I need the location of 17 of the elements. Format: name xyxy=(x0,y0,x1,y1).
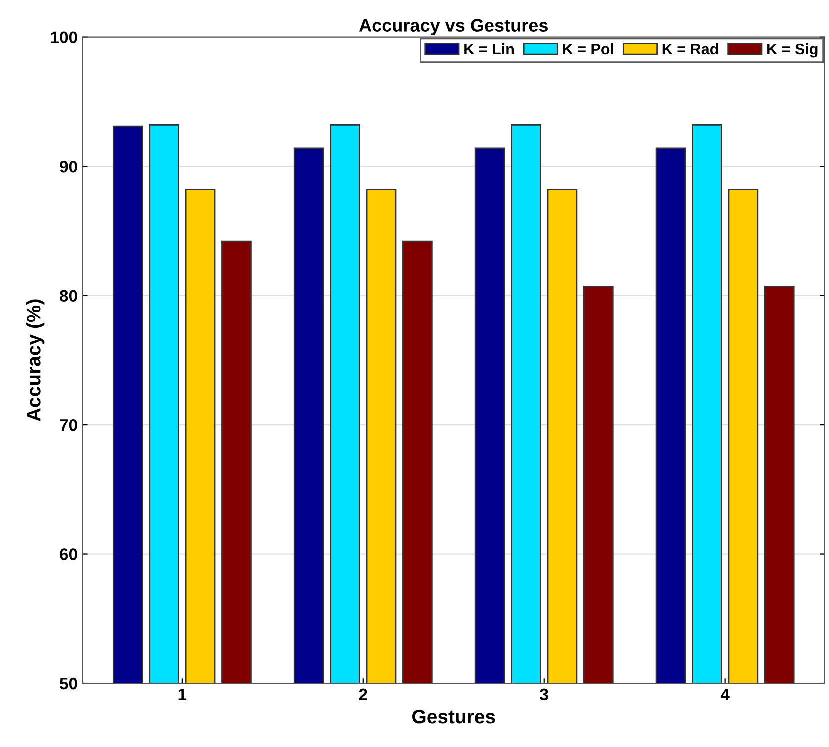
y-tick-label: 70 xyxy=(60,419,78,432)
y-axis-title: Accuracy (%) xyxy=(26,300,45,422)
x-tick-label: 2 xyxy=(359,688,368,700)
y-tick-label: 80 xyxy=(60,290,78,302)
legend-label: K = Lin xyxy=(464,43,514,55)
y-tick-label: 50 xyxy=(60,678,78,690)
x-tick-label: 1 xyxy=(178,688,187,700)
legend-label: K = Pol xyxy=(563,43,614,55)
chart-title: Accuracy vs Gestures xyxy=(359,19,548,36)
y-tick-label: 60 xyxy=(60,548,78,560)
x-tick-label: 3 xyxy=(540,688,548,701)
legend-label: K = Sig xyxy=(768,43,818,58)
y-tick-label: 100 xyxy=(51,32,78,44)
x-axis-title: Gestures xyxy=(412,710,496,724)
legend-label: K = Rad xyxy=(662,43,718,55)
x-tick-label: 4 xyxy=(720,688,730,700)
y-tick-label: 90 xyxy=(60,160,78,173)
